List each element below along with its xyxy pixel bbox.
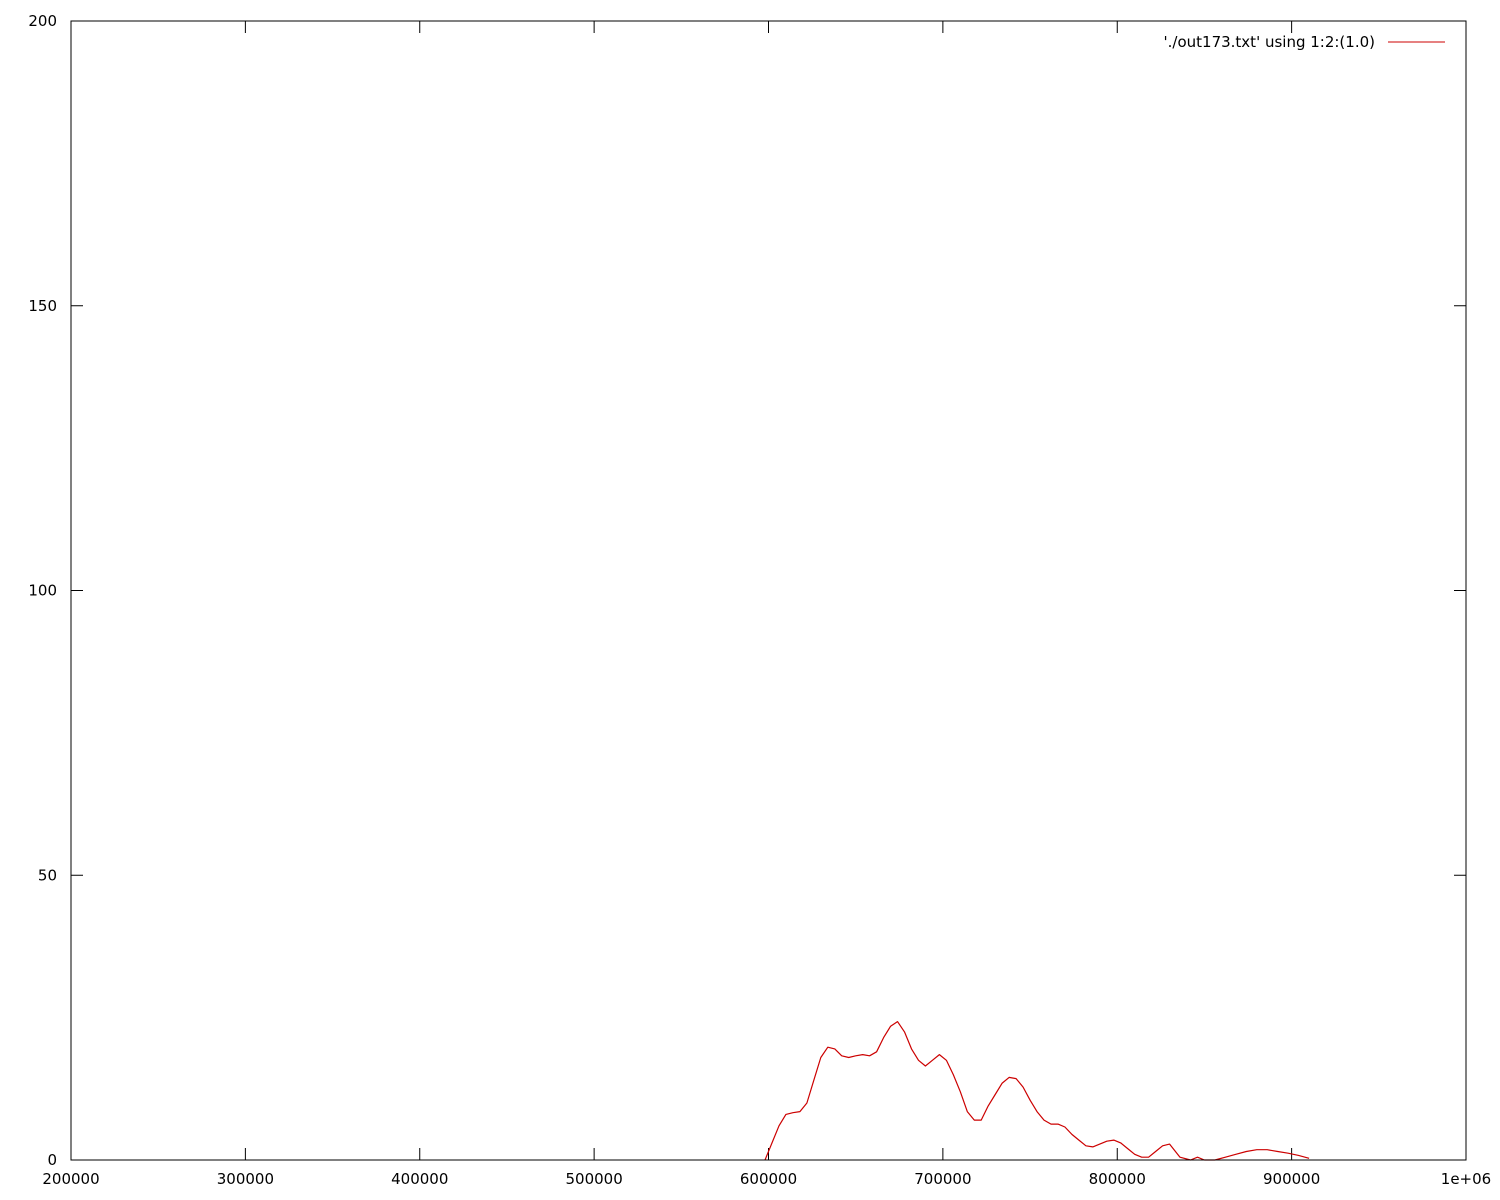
x-tick-label: 500000 [565,1170,622,1188]
x-axis-ticks: 200000 300000 400000 500000 600000 700000 8000… [42,21,1491,1188]
legend-label: './out173.txt' using 1:2:(1.0) [1164,33,1375,51]
x-tick-label: 700000 [914,1170,971,1188]
plot-frame [70,20,1467,1161]
x-tick-label: 900000 [1263,1170,1320,1188]
y-axis-ticks: 0 50 100 150 200 [28,12,1466,1169]
x-tick-label: 600000 [740,1170,797,1188]
y-tick-label: 150 [28,297,57,315]
y-tick-label: 200 [28,12,57,30]
x-tick-label: 200000 [42,1170,99,1188]
y-tick-label: 50 [38,866,57,884]
legend: './out173.txt' using 1:2:(1.0) [1164,33,1445,51]
x-tick-label: 800000 [1089,1170,1146,1188]
y-tick-label: 0 [47,1151,57,1169]
x-tick-label: 300000 [217,1170,274,1188]
x-tick-label: 400000 [391,1170,448,1188]
x-tick-label: 1e+06 [1441,1170,1491,1188]
y-tick-label: 100 [28,582,57,600]
